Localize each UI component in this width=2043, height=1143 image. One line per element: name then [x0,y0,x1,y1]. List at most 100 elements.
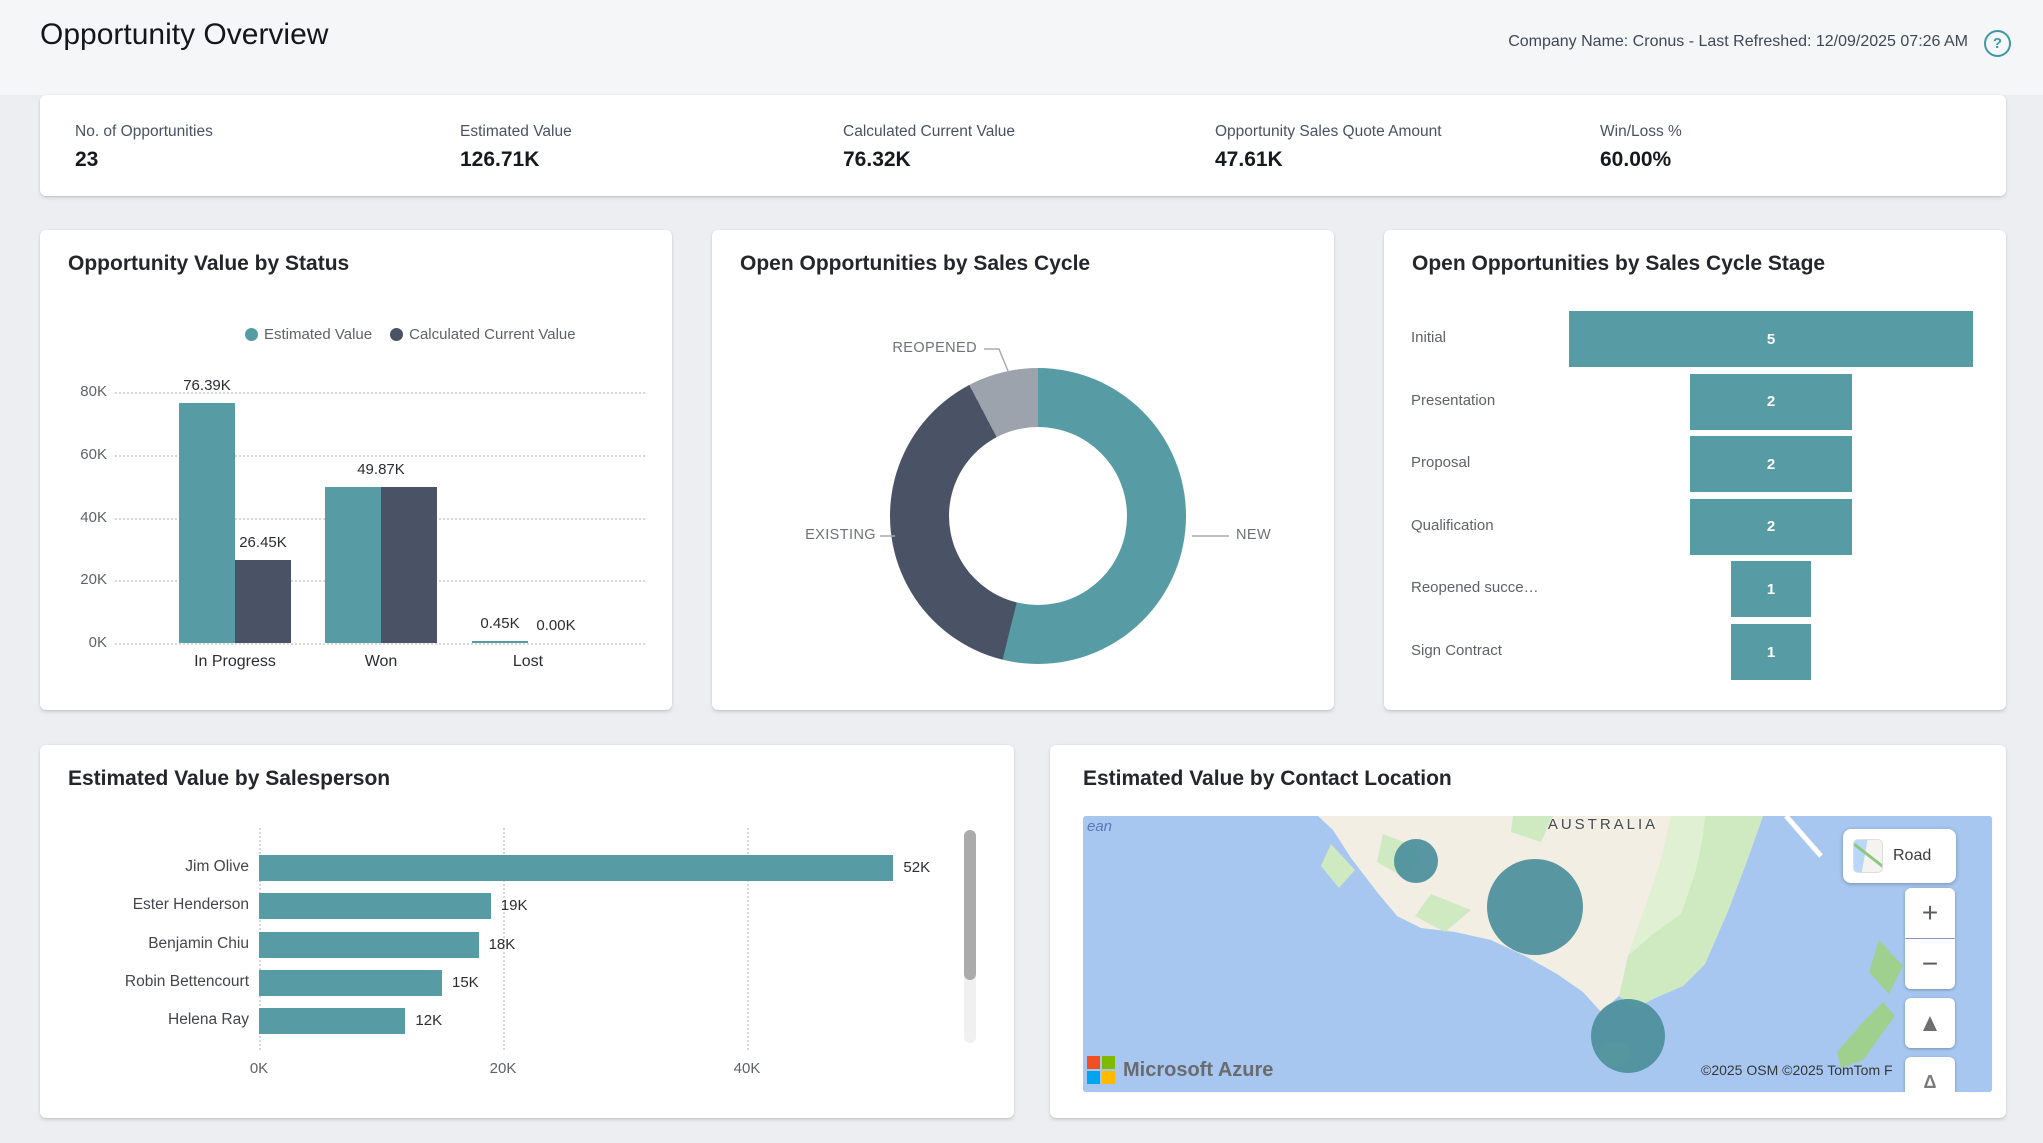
legend-dot-icon [390,328,404,341]
map-bubble[interactable] [1394,839,1438,883]
kpi-current-value: Calculated Current Value 76.32K [843,123,1015,172]
salesperson-label: Helena Ray [168,1011,249,1028]
funnel-bar-1[interactable]: 5 [1569,311,1973,367]
funnel-bar-4[interactable]: 2 [1690,498,1852,555]
y-axis-tick: 60K [80,445,107,463]
zoom-out-button[interactable]: − [1905,939,1955,989]
kpi-value: 126.71K [460,148,540,171]
chart-title: Estimated Value by Salesperson [68,767,391,790]
microsoft-logo-icon [1087,1056,1115,1084]
funnel-bar-6[interactable]: 1 [1730,624,1812,680]
salesperson-label: Benjamin Chiu [148,934,249,952]
kpi-label: Win/Loss % [1600,123,1682,140]
bar-helena-ray[interactable] [259,1008,406,1034]
kpi-label: Estimated Value [460,123,572,140]
bar-in-progress-s1[interactable] [235,560,291,643]
map-terrain [1083,816,1992,1092]
map-attribution[interactable]: ©2025 OSM ©2025 TomTom F [1701,1062,1893,1078]
map-style-road-button[interactable]: Road [1843,829,1956,883]
x-axis-category: In Progress [194,653,276,670]
stage-label: Sign Contract [1411,642,1502,659]
y-axis-tick: 20K [80,571,107,589]
map-bubble[interactable] [1591,999,1665,1073]
gridline [503,828,505,1050]
panel-value-by-location: Estimated Value by Contact Location AUST… [1050,745,2006,1118]
kpi-opportunities: No. of Opportunities 23 [75,123,213,172]
kpi-label: Calculated Current Value [843,123,1016,140]
azure-label: Microsoft Azure [1123,1058,1274,1081]
legend-item-calculated[interactable]: Calculated Current Value [390,326,576,343]
stage-label: Reopened succe… [1411,579,1539,597]
kpi-value: 23 [75,148,99,171]
bar-robin-bettencourt[interactable] [259,969,442,996]
road-button-label: Road [1893,847,1932,864]
y-axis-tick: 0K [88,634,107,651]
refresh-info: Company Name: Cronus - Last Refreshed: 1… [1508,33,1968,50]
bar-value-label: 26.45K [239,534,287,551]
legend-label: Estimated Value [264,326,373,343]
bar-value-label: 52K [903,859,931,876]
bar-lost-s0[interactable] [472,641,528,643]
scrollbar-thumb[interactable] [964,830,976,980]
kpi-card: No. of Opportunities 23 Estimated Value … [40,95,2006,196]
help-icon[interactable]: ? [1984,30,2011,57]
bar-value-label: 0.00K [536,617,576,634]
bar-value-label: 76.39K [183,377,231,395]
gridline [115,454,645,457]
stage-label: Proposal [1411,454,1471,472]
chart-title: Estimated Value by Contact Location [1083,767,1452,790]
legend: Estimated Value Calculated Current Value [245,326,576,343]
map-style-icon [1853,839,1883,873]
kpi-quote-amount: Opportunity Sales Quote Amount 47.61K [1215,123,1442,172]
bar-won-s0[interactable] [325,486,381,643]
slice-label-new: NEW [1236,527,1272,543]
kpi-value: 76.32K [843,148,911,171]
kpi-label: No. of Opportunities [75,123,213,140]
x-axis-category: Lost [512,653,544,670]
stage-label: Qualification [1411,516,1494,534]
zoom-in-button[interactable]: + [1905,888,1955,938]
x-axis-tick: 0K [249,1060,269,1077]
bar-jim-olive[interactable] [259,855,894,881]
legend-item-estimated[interactable]: Estimated Value [245,326,372,343]
salesperson-label: Robin Bettencourt [124,972,249,990]
y-axis-tick: 80K [80,383,107,400]
legend-label: Calculated Current Value [409,326,576,343]
azure-attribution: Microsoft Azure [1087,1056,1273,1084]
bar-in-progress-s0[interactable] [179,403,235,643]
funnel-bar-5[interactable]: 1 [1730,561,1812,618]
kpi-estimated-value: Estimated Value 126.71K [460,123,572,172]
y-axis-tick: 40K [80,508,107,526]
kpi-label: Opportunity Sales Quote Amount [1215,123,1442,140]
panel-value-by-salesperson: Estimated Value by Salesperson 0K 20K 40K J… [40,745,1014,1118]
tilt-button[interactable] [1905,998,1955,1048]
x-axis-tick: 20K [489,1060,517,1077]
salesperson-label: Ester Henderson [132,896,249,914]
chart-title: Open Opportunities by Sales Cycle Stage [1412,252,1826,275]
kpi-win-loss: Win/Loss % 60.00% [1600,123,1682,172]
bar-value-label: 19K [500,897,528,915]
bar-benjamin-chiu[interactable] [259,931,479,958]
bar-ester-henderson[interactable] [259,893,491,920]
compass-button[interactable]: Δ [1905,1057,1955,1092]
chart-title: Open Opportunities by Sales Cycle [740,252,1091,275]
map-bubble[interactable] [1487,859,1583,955]
bar-won-s1[interactable] [381,486,437,643]
gridline [747,828,749,1050]
donut-hole [949,427,1127,605]
x-axis-tick: 40K [733,1060,761,1077]
bar-value-label: 0.45K [480,615,520,632]
panel-sales-cycle: Open Opportunities by Sales Cycle REOPEN… [712,230,1334,710]
bar-value-label: 12K [415,1012,443,1029]
top-bar [0,0,2043,95]
funnel-bar-2[interactable]: 2 [1690,373,1852,430]
kpi-value: 47.61K [1215,148,1283,171]
stage-label: Initial [1411,329,1447,346]
donut-chart[interactable] [890,368,1186,664]
slice-label-existing: EXISTING [805,527,876,543]
azure-map[interactable]: AUSTRALIA ean ©2025 OSM ©2025 TomTom F M… [1083,816,1992,1092]
map-label-australia: AUSTRALIA [1547,816,1659,833]
salesperson-label: Jim Olive [185,858,249,875]
funnel-bar-3[interactable]: 2 [1690,436,1852,493]
